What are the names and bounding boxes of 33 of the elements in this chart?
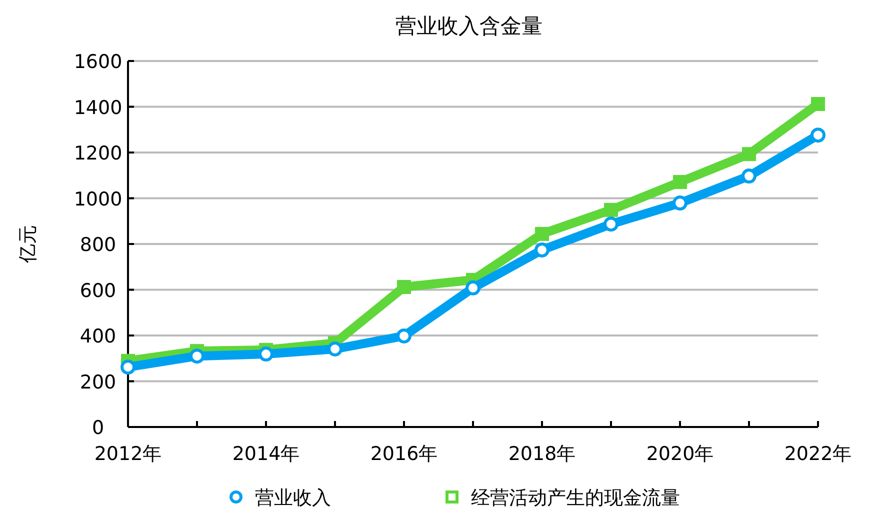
y-tick-label: 400 (80, 326, 116, 348)
y-tick-label: 1000 (74, 188, 122, 210)
y-tick-label: 800 (80, 234, 116, 256)
y-tick-label: 1600 (74, 51, 122, 73)
y-tick-label: 600 (80, 280, 116, 302)
point (810, 128, 826, 143)
point (672, 196, 688, 211)
point (534, 242, 550, 258)
x-tick-label: 2016年 (370, 443, 438, 465)
y-tick-label: 200 (80, 371, 116, 394)
point (535, 226, 549, 241)
x-tick-label: 2014年 (232, 443, 300, 465)
x-tick-label: 2012年 (94, 443, 162, 465)
point (258, 346, 274, 362)
point (811, 97, 825, 112)
y-axis-title: 亿元 (17, 225, 39, 264)
x-tick-label: 2020年 (646, 443, 714, 465)
point (742, 168, 756, 184)
point (328, 341, 342, 356)
chart-title: 营业收入含金量 (396, 14, 542, 38)
point (190, 348, 204, 364)
point (742, 147, 756, 162)
x-tick-label: 2022年 (784, 443, 852, 465)
point (466, 280, 480, 296)
y-tick-label: 1200 (74, 142, 122, 164)
point (396, 328, 412, 344)
point (120, 360, 136, 375)
point (604, 216, 618, 232)
legend-label: 营业收入 (255, 487, 331, 509)
x-tick-label: 2018年 (508, 443, 576, 465)
y-tick-label: 1400 (74, 96, 122, 119)
point (397, 280, 411, 294)
y-tick-label: 0 (92, 417, 104, 439)
